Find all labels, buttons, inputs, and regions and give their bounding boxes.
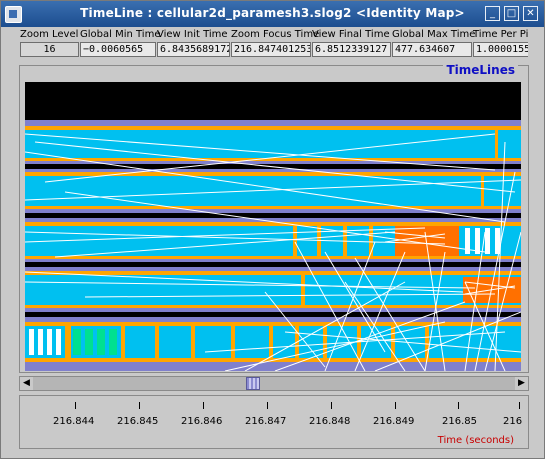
timeline-info-header: Zoom Level 16 Global Min Time −0.0060565… [20, 28, 528, 59]
time-per-pixel-label: Time Per Pi [473, 29, 528, 40]
global-min-time-label: Global Min Time [80, 29, 161, 40]
ruler-tick-label: 216.844 [53, 416, 95, 427]
timeline-scrollbar[interactable]: ◀ ▶ [19, 376, 529, 391]
scroll-right-icon[interactable]: ▶ [515, 377, 528, 390]
global-max-time-label: Global Max Time [392, 29, 476, 40]
timelines-title: TimeLines [443, 63, 518, 77]
ruler-tick-label: 216.845 [117, 416, 159, 427]
scroll-left-icon[interactable]: ◀ [20, 377, 33, 390]
ruler-tick [458, 402, 459, 409]
ruler-tick [203, 402, 204, 409]
timelines-panel: TimeLines [19, 63, 529, 373]
zoom-level-value: 16 [20, 42, 79, 57]
global-max-time-value: 477.634607 [392, 42, 472, 57]
app-menu-icon[interactable] [5, 6, 22, 23]
window-title: TimeLine : cellular2d_paramesh3.slog2 <I… [80, 6, 465, 20]
minimize-icon[interactable]: _ [485, 6, 500, 21]
ruler-tick [519, 402, 520, 409]
ruler-tick-label: 216.846 [181, 416, 223, 427]
time-per-pixel-value: 1.00001554 [473, 42, 528, 57]
title-bar[interactable]: TimeLine : cellular2d_paramesh3.slog2 <I… [1, 1, 544, 27]
zoom-focus-time-field[interactable]: 216.847401253 [231, 42, 311, 57]
ruler-tick-label: 216.85 [442, 416, 477, 427]
view-init-time-field[interactable]: 6.8435689172 [157, 42, 230, 57]
time-unit-label: Time (seconds) [435, 435, 516, 446]
zoom-level-label: Zoom Level [20, 29, 79, 40]
view-init-time-label: View Init Time [157, 29, 228, 40]
ruler-tick [75, 402, 76, 409]
scrollbar-thumb[interactable] [246, 377, 260, 390]
global-min-time-value: −0.0060565 [80, 42, 156, 57]
ruler-tick [331, 402, 332, 409]
view-final-time-field[interactable]: 6.8512339127 [312, 42, 391, 57]
maximize-icon[interactable]: □ [504, 6, 519, 21]
ruler-tick-label: 216 [503, 416, 523, 427]
timeline-canvas[interactable] [25, 82, 521, 371]
ruler-tick-label: 216.847 [245, 416, 287, 427]
view-final-time-label: View Final Time [312, 29, 390, 40]
close-icon[interactable]: ✕ [523, 6, 538, 21]
zoom-focus-time-label: Zoom Focus Time [231, 29, 320, 40]
ruler-tick-label: 216.849 [373, 416, 415, 427]
ruler-tick [395, 402, 396, 409]
ruler-tick-label: 216.848 [309, 416, 351, 427]
time-ruler: 216.844 216.845 216.846 216.847 216.848 … [19, 395, 529, 449]
ruler-tick [139, 402, 140, 409]
ruler-tick [267, 402, 268, 409]
